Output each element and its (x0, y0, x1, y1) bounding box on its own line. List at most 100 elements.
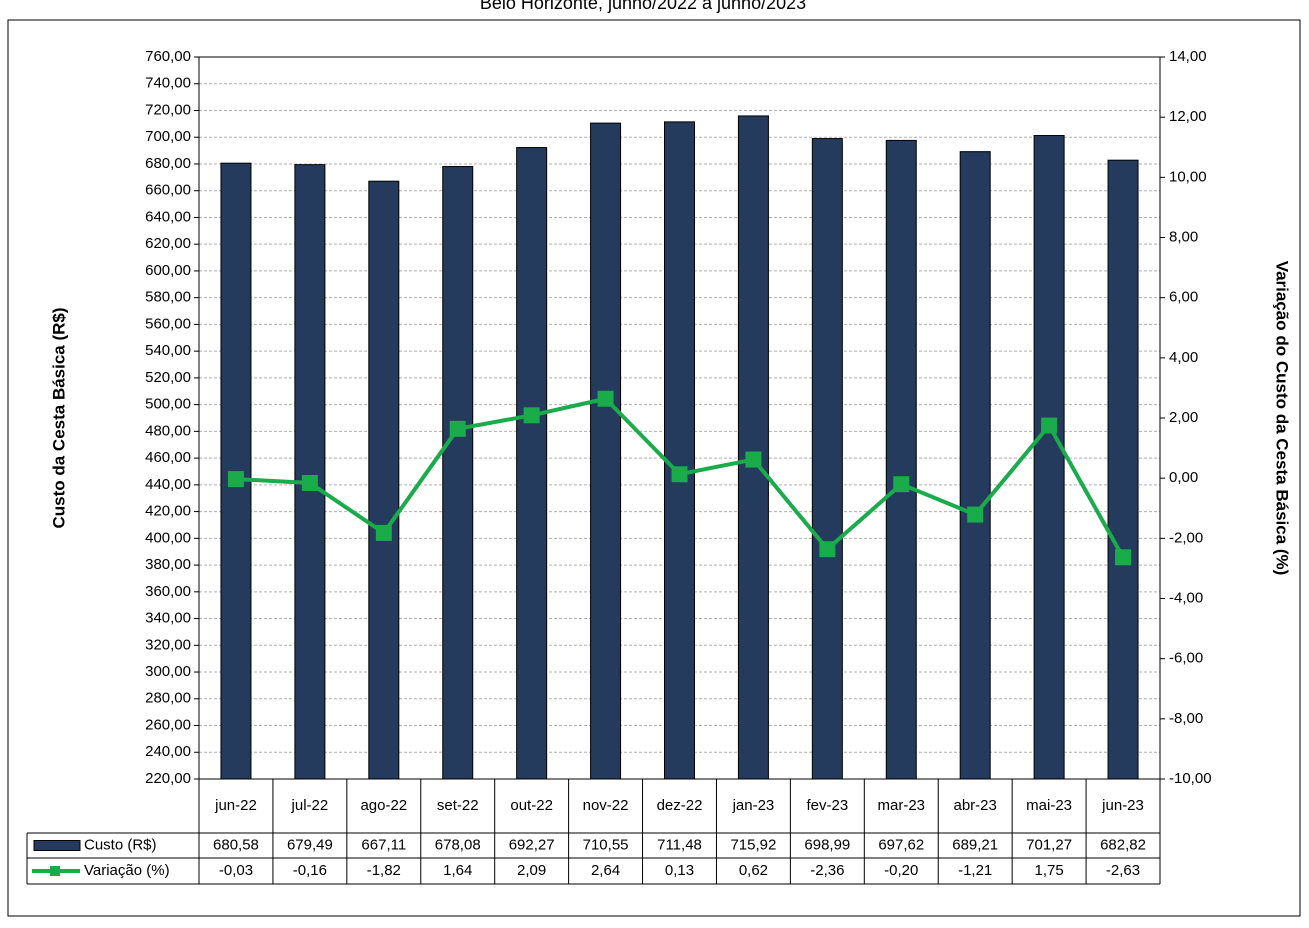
marker (967, 506, 984, 523)
data-label: -0,03 (219, 862, 253, 879)
chart-title: Belo Horizonte, junho/2022 a junho/2023 (480, 0, 806, 13)
y-tick-label: 620,00 (145, 235, 191, 252)
marker (1041, 417, 1058, 434)
data-label: 715,92 (730, 836, 776, 853)
data-label: 682,82 (1100, 836, 1146, 853)
bar (737, 115, 769, 780)
y2-tick-label: 10,00 (1169, 168, 1207, 185)
bar (1033, 135, 1065, 780)
y2-tick-label: 4,00 (1169, 349, 1198, 366)
x-tick-label: jun-23 (1101, 797, 1144, 814)
y-tick-label: 420,00 (145, 503, 191, 520)
x-tick-label: mar-23 (878, 797, 926, 814)
y-tick-label: 540,00 (145, 342, 191, 359)
x-tick-label: out-22 (510, 797, 553, 814)
y-tick-label: 300,00 (145, 663, 191, 680)
data-label: 2,09 (517, 862, 546, 879)
y-tick-label: 700,00 (145, 128, 191, 145)
marker (523, 407, 540, 424)
x-tick-label: fev-23 (806, 797, 848, 814)
y-tick-label: 760,00 (145, 48, 191, 65)
y-tick-label: 360,00 (145, 583, 191, 600)
y-tick-label: 480,00 (145, 422, 191, 439)
y2-tick-label: -8,00 (1169, 710, 1203, 727)
bar (590, 122, 622, 780)
bar (885, 139, 917, 780)
y2-tick-label: 0,00 (1169, 469, 1198, 486)
y-tick-label: 600,00 (145, 262, 191, 279)
y-tick-label: 640,00 (145, 208, 191, 225)
data-label: 2,64 (591, 862, 620, 879)
x-tick-label: abr-23 (954, 797, 997, 814)
x-tick-label: mai-23 (1026, 797, 1072, 814)
x-tick-label: jun-22 (214, 797, 257, 814)
y-tick-label: 680,00 (145, 155, 191, 172)
bar (1107, 159, 1139, 780)
chart-border (7, 19, 1301, 917)
data-label: 1,64 (443, 862, 472, 879)
marker (671, 466, 688, 483)
y-tick-label: 400,00 (145, 529, 191, 546)
y-tick-label: 440,00 (145, 476, 191, 493)
data-label: 680,58 (213, 836, 259, 853)
data-label: 679,49 (287, 836, 333, 853)
y-tick-label: 720,00 (145, 101, 191, 118)
data-label: -0,20 (884, 862, 918, 879)
data-label: 697,62 (878, 836, 924, 853)
marker (745, 451, 762, 468)
y-tick-label: 460,00 (145, 449, 191, 466)
data-label: 701,27 (1026, 836, 1072, 853)
y-tick-label: 560,00 (145, 315, 191, 332)
bar (368, 180, 400, 780)
x-tick-label: jul-22 (291, 797, 329, 814)
y-tick-label: 220,00 (145, 770, 191, 787)
data-label: -2,36 (810, 862, 844, 879)
bar (294, 164, 326, 780)
legend-key (50, 866, 60, 876)
data-label: 667,11 (361, 836, 406, 853)
y-tick-label: 320,00 (145, 636, 191, 653)
x-tick-label: ago-22 (360, 797, 407, 814)
data-label: 678,08 (435, 836, 481, 853)
legend-label: Variação (%) (84, 862, 170, 879)
data-label: 689,21 (952, 836, 998, 853)
bar (442, 166, 474, 780)
y-tick-label: 500,00 (145, 396, 191, 413)
x-tick-label: nov-22 (583, 797, 629, 814)
marker (597, 390, 614, 407)
y2-tick-label: 14,00 (1169, 48, 1207, 65)
data-label: 0,62 (739, 862, 768, 879)
bar (516, 147, 548, 780)
y2-tick-label: 6,00 (1169, 289, 1198, 306)
y-tick-label: 520,00 (145, 369, 191, 386)
bar (664, 121, 695, 780)
data-label: -2,63 (1106, 862, 1140, 879)
y2-tick-label: -6,00 (1169, 650, 1203, 667)
y-tick-label: 380,00 (145, 556, 191, 573)
y2-tick-label: 8,00 (1169, 228, 1198, 245)
y-tick-label: 280,00 (145, 690, 191, 707)
data-label: -1,21 (958, 862, 992, 879)
legend-key (33, 840, 81, 851)
data-label: 698,99 (804, 836, 850, 853)
y-tick-label: 340,00 (145, 610, 191, 627)
y-tick-label: 580,00 (145, 289, 191, 306)
data-label: -0,16 (293, 862, 327, 879)
y2-tick-label: -10,00 (1169, 770, 1212, 787)
x-tick-label: dez-22 (657, 797, 703, 814)
x-tick-label: set-22 (437, 797, 479, 814)
marker (301, 474, 318, 491)
bar (811, 138, 843, 780)
y-tick-label: 240,00 (145, 743, 191, 760)
y-tick-label: 660,00 (145, 182, 191, 199)
bar (959, 151, 991, 780)
y-tick-label: 740,00 (145, 75, 191, 92)
marker (375, 524, 392, 541)
marker (893, 476, 910, 493)
marker (1115, 549, 1132, 566)
data-label: -1,82 (367, 862, 401, 879)
data-label: 692,27 (509, 836, 555, 853)
y2-axis-title: Variação do Custo da Cesta Básica (%) (1273, 261, 1292, 576)
marker (819, 541, 836, 558)
